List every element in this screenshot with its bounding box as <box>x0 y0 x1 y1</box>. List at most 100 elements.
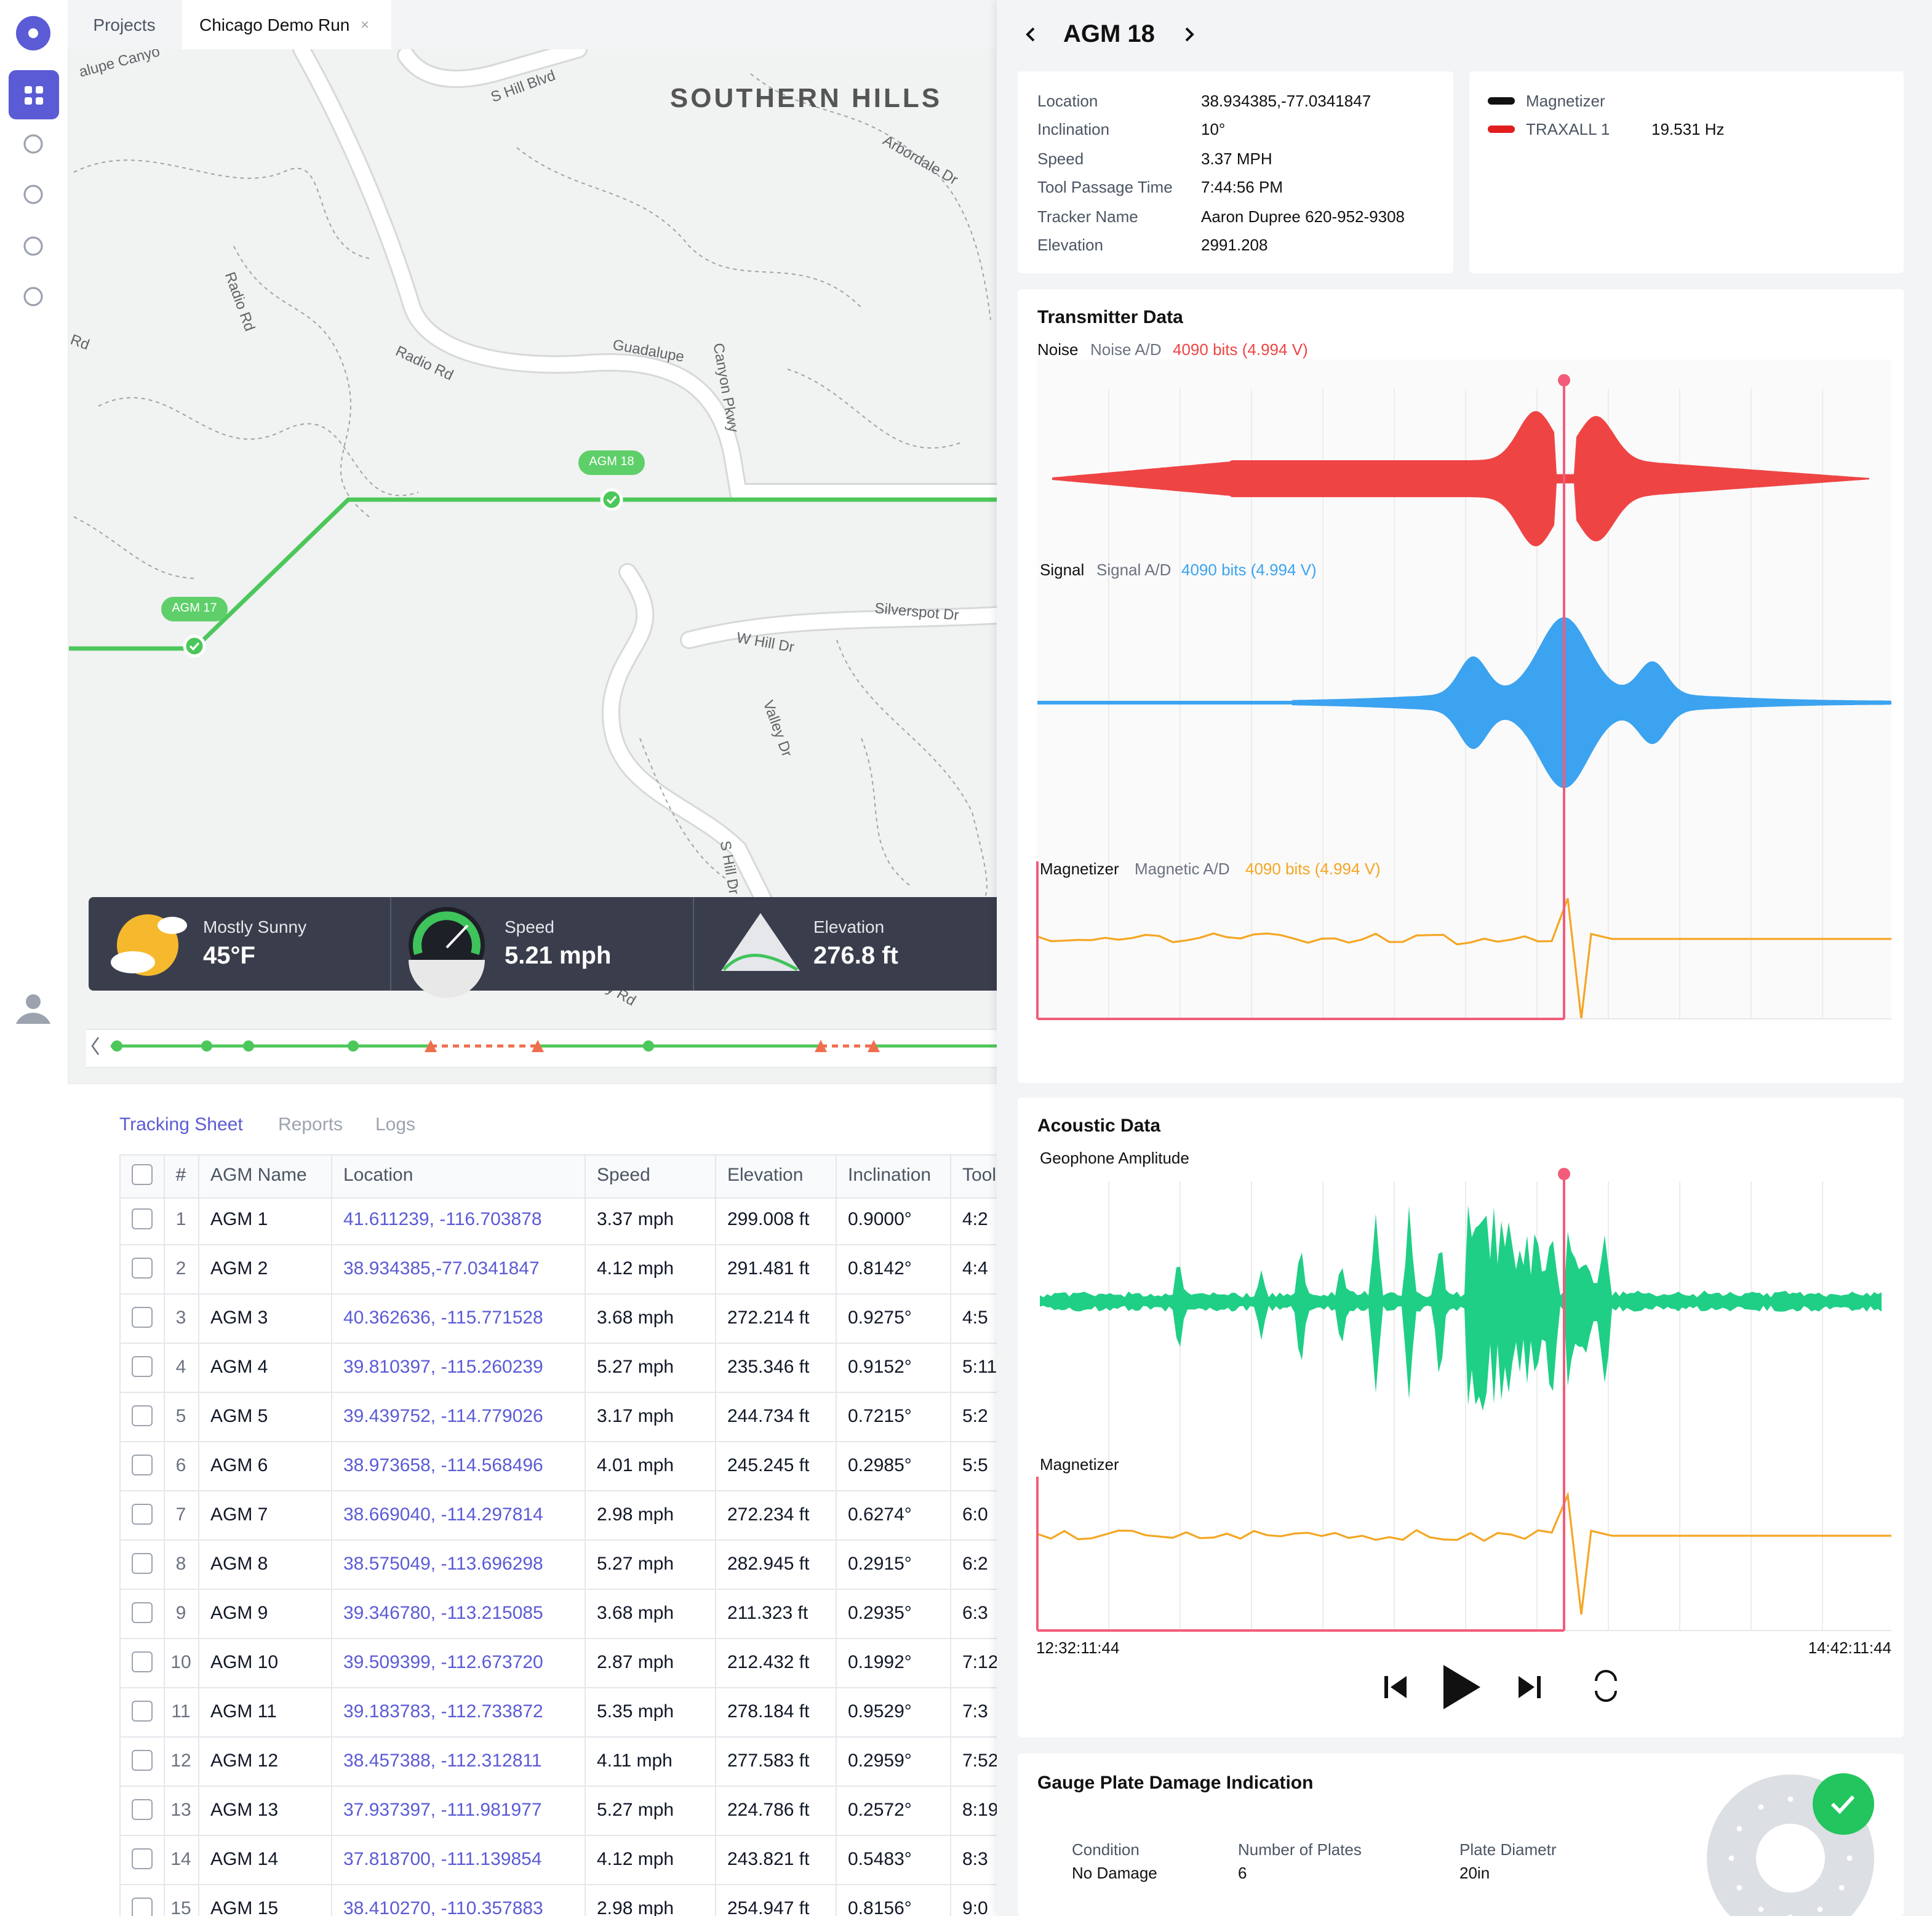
field-value: No Damage <box>1072 1864 1157 1882</box>
location-link[interactable]: 39.183783, -112.733872 <box>343 1701 543 1722</box>
info-label: Inclination <box>1037 120 1110 139</box>
table-cell: 2.87 mph <box>597 1652 674 1673</box>
row-divider <box>119 1539 997 1541</box>
marker-check <box>606 495 617 505</box>
table-cell: 5.27 mph <box>597 1800 674 1821</box>
route-line <box>68 497 997 651</box>
location-link[interactable]: 38.934385,-77.0341847 <box>343 1258 540 1279</box>
stats-bar <box>89 897 997 991</box>
table-cell: 243.821 ft <box>727 1849 810 1870</box>
info-value: 10° <box>1201 120 1226 139</box>
legend-name: TRAXALL 1 <box>1526 120 1610 138</box>
table-cell: 212.432 ft <box>727 1652 810 1673</box>
table: # AGM Name Location Speed Elevation Inclinati… <box>119 1154 997 1916</box>
checkbox[interactable] <box>132 1307 153 1328</box>
checkbox[interactable] <box>132 1898 153 1916</box>
column-divider <box>585 1154 586 1916</box>
table-cell: 2.98 mph <box>597 1898 674 1916</box>
channel-label: Magnetic A/D <box>1135 860 1230 878</box>
location-link[interactable]: 38.575049, -113.696298 <box>343 1554 543 1575</box>
table-cell: 299.008 ft <box>727 1209 810 1230</box>
table-cell: 8:19 <box>962 1800 997 1821</box>
location-link[interactable]: 39.509399, -112.673720 <box>343 1652 543 1673</box>
checkbox[interactable] <box>132 1258 153 1279</box>
tab[interactable]: Chicago Demo Run <box>199 15 350 34</box>
table-cell: AGM 13 <box>210 1800 279 1821</box>
column-divider <box>950 1154 951 1916</box>
trail <box>861 738 911 887</box>
road <box>294 42 1004 500</box>
marker-dot <box>183 634 206 658</box>
checkbox[interactable] <box>132 1602 153 1623</box>
field-label: Number of Plates <box>1238 1840 1362 1859</box>
row-divider <box>119 1786 997 1787</box>
card <box>1018 71 1453 273</box>
sheet-tab[interactable]: Logs <box>375 1114 416 1135</box>
info-label: Elevation <box>1037 236 1103 254</box>
location-link[interactable]: 39.346780, -113.215085 <box>343 1603 543 1624</box>
tab-close[interactable]: × <box>361 16 370 33</box>
checkbox[interactable] <box>132 1750 153 1771</box>
table-cell: 0.1992° <box>848 1652 912 1673</box>
table-cell: AGM 9 <box>210 1603 268 1624</box>
checkbox[interactable] <box>132 1504 153 1525</box>
location-link[interactable]: 38.973658, -114.568496 <box>343 1455 543 1476</box>
marker-dot <box>600 488 623 511</box>
location-link[interactable]: 38.457388, -112.312811 <box>343 1750 542 1771</box>
row-divider <box>119 1638 997 1639</box>
map-label: Valley Dr <box>759 698 796 759</box>
sheet-tab[interactable]: Tracking Sheet <box>119 1114 243 1135</box>
checkbox[interactable] <box>132 1701 153 1722</box>
checkbox[interactable] <box>132 1455 153 1475</box>
checkbox[interactable] <box>132 1848 153 1869</box>
table-cell: AGM 5 <box>210 1406 268 1427</box>
location-link[interactable]: 39.810397, -115.260239 <box>343 1357 543 1378</box>
checkbox[interactable] <box>132 1799 153 1820</box>
table-cell: 6:3 <box>962 1603 988 1624</box>
table-cell: 0.2985° <box>848 1455 912 1476</box>
table-cell: 10 <box>170 1652 191 1673</box>
table-cell: 224.786 ft <box>727 1800 810 1821</box>
table-cell: 211.323 ft <box>727 1603 808 1624</box>
map-label: SOUTHERN HILLS <box>669 82 943 113</box>
checkbox[interactable] <box>132 1164 153 1185</box>
map-label: Guadalupe <box>611 336 686 365</box>
table-cell: AGM 2 <box>210 1258 268 1279</box>
time-end: 14:42:11:44 <box>1808 1639 1891 1657</box>
sheet-tab[interactable]: Reports <box>278 1114 343 1135</box>
field-label: Plate Diametr <box>1459 1840 1557 1859</box>
table-cell: 7:12 <box>962 1652 997 1673</box>
checkbox[interactable] <box>132 1651 153 1672</box>
info-label: Speed <box>1037 149 1084 168</box>
column-divider <box>119 1154 121 1916</box>
tab[interactable]: Projects <box>93 15 156 34</box>
card <box>1018 1098 1904 1738</box>
location-link[interactable]: 37.937397, -111.981977 <box>343 1800 542 1821</box>
column-header: Speed <box>597 1165 650 1186</box>
sidebar <box>0 0 69 1916</box>
location-link[interactable]: 38.669040, -114.297814 <box>343 1504 543 1525</box>
table-cell: 7 <box>175 1504 186 1525</box>
location-link[interactable]: 39.439752, -114.779026 <box>343 1406 543 1427</box>
location-link[interactable]: 37.818700, -111.139854 <box>343 1849 542 1870</box>
table-cell: 2 <box>175 1258 186 1279</box>
location-link[interactable]: 38.410270, -110.357883 <box>343 1898 543 1916</box>
map-label: Radio Rd <box>221 269 259 333</box>
checkbox[interactable] <box>132 1208 153 1229</box>
location-link[interactable]: 40.362636, -115.771528 <box>343 1307 543 1328</box>
checkbox[interactable] <box>132 1405 153 1426</box>
channel-name: Magnetizer <box>1040 860 1119 878</box>
marker-label: AGM 17 <box>172 602 217 615</box>
table-cell: AGM 11 <box>210 1701 277 1722</box>
table-cell: 4:2 <box>962 1209 988 1230</box>
checkbox[interactable] <box>132 1356 153 1377</box>
timeline <box>86 1029 997 1068</box>
table-cell: 0.9000° <box>848 1209 912 1230</box>
table-cell: 8:3 <box>962 1849 988 1870</box>
location-link[interactable]: 41.611239, -116.703878 <box>343 1209 542 1230</box>
table-cell: 282.945 ft <box>727 1554 810 1575</box>
checkbox[interactable] <box>132 1553 153 1574</box>
table-cell: 9:0 <box>962 1898 988 1916</box>
field-value: 6 <box>1238 1864 1247 1882</box>
